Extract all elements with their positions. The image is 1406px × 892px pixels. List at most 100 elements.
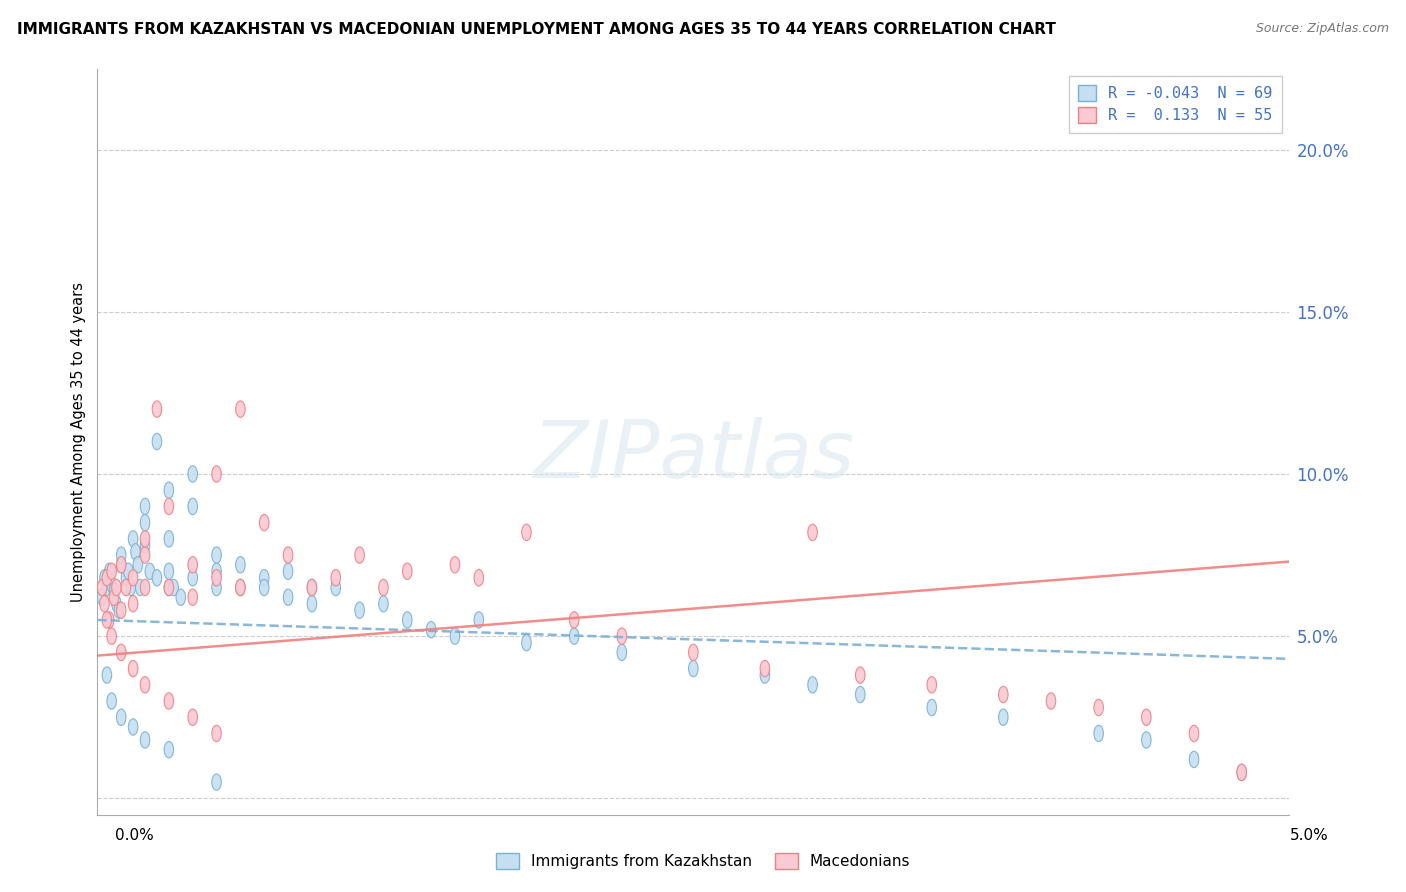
Ellipse shape bbox=[283, 589, 292, 606]
Ellipse shape bbox=[141, 531, 150, 547]
Text: ZIPatlas: ZIPatlas bbox=[533, 417, 855, 495]
Ellipse shape bbox=[212, 547, 221, 563]
Ellipse shape bbox=[135, 579, 145, 596]
Ellipse shape bbox=[330, 570, 340, 586]
Ellipse shape bbox=[128, 660, 138, 677]
Ellipse shape bbox=[1046, 693, 1056, 709]
Ellipse shape bbox=[104, 612, 114, 628]
Text: 0.0%: 0.0% bbox=[115, 829, 155, 843]
Ellipse shape bbox=[474, 612, 484, 628]
Ellipse shape bbox=[152, 570, 162, 586]
Ellipse shape bbox=[402, 563, 412, 580]
Ellipse shape bbox=[165, 482, 173, 499]
Ellipse shape bbox=[117, 557, 127, 573]
Ellipse shape bbox=[165, 563, 173, 580]
Ellipse shape bbox=[689, 660, 699, 677]
Ellipse shape bbox=[141, 677, 150, 693]
Ellipse shape bbox=[1094, 699, 1104, 715]
Ellipse shape bbox=[100, 570, 110, 586]
Ellipse shape bbox=[236, 579, 245, 596]
Ellipse shape bbox=[152, 434, 162, 450]
Ellipse shape bbox=[188, 466, 197, 483]
Ellipse shape bbox=[761, 667, 769, 683]
Ellipse shape bbox=[107, 628, 117, 644]
Ellipse shape bbox=[855, 686, 865, 703]
Ellipse shape bbox=[117, 644, 127, 661]
Ellipse shape bbox=[110, 589, 120, 606]
Ellipse shape bbox=[689, 644, 699, 661]
Ellipse shape bbox=[169, 579, 179, 596]
Ellipse shape bbox=[260, 579, 269, 596]
Ellipse shape bbox=[307, 596, 316, 612]
Ellipse shape bbox=[117, 709, 127, 725]
Ellipse shape bbox=[188, 589, 197, 606]
Legend: R = -0.043  N = 69, R =  0.133  N = 55: R = -0.043 N = 69, R = 0.133 N = 55 bbox=[1069, 76, 1282, 133]
Ellipse shape bbox=[128, 596, 138, 612]
Ellipse shape bbox=[141, 547, 150, 563]
Ellipse shape bbox=[107, 563, 117, 580]
Ellipse shape bbox=[927, 699, 936, 715]
Ellipse shape bbox=[104, 563, 114, 580]
Ellipse shape bbox=[212, 466, 221, 483]
Ellipse shape bbox=[1189, 725, 1199, 741]
Ellipse shape bbox=[354, 602, 364, 618]
Ellipse shape bbox=[212, 579, 221, 596]
Ellipse shape bbox=[107, 693, 117, 709]
Ellipse shape bbox=[131, 543, 141, 560]
Ellipse shape bbox=[283, 547, 292, 563]
Ellipse shape bbox=[103, 570, 111, 586]
Ellipse shape bbox=[165, 579, 173, 596]
Ellipse shape bbox=[1237, 764, 1247, 780]
Ellipse shape bbox=[998, 709, 1008, 725]
Ellipse shape bbox=[522, 634, 531, 651]
Ellipse shape bbox=[855, 667, 865, 683]
Ellipse shape bbox=[117, 602, 127, 618]
Text: Source: ZipAtlas.com: Source: ZipAtlas.com bbox=[1256, 22, 1389, 36]
Ellipse shape bbox=[212, 725, 221, 741]
Ellipse shape bbox=[110, 582, 120, 599]
Ellipse shape bbox=[1142, 709, 1152, 725]
Ellipse shape bbox=[188, 709, 197, 725]
Ellipse shape bbox=[121, 570, 131, 586]
Ellipse shape bbox=[121, 579, 131, 596]
Ellipse shape bbox=[1237, 764, 1247, 780]
Ellipse shape bbox=[260, 515, 269, 531]
Ellipse shape bbox=[165, 579, 173, 596]
Ellipse shape bbox=[927, 677, 936, 693]
Ellipse shape bbox=[97, 579, 107, 596]
Ellipse shape bbox=[165, 693, 173, 709]
Ellipse shape bbox=[378, 596, 388, 612]
Ellipse shape bbox=[617, 628, 627, 644]
Ellipse shape bbox=[426, 622, 436, 638]
Ellipse shape bbox=[107, 576, 117, 592]
Ellipse shape bbox=[176, 589, 186, 606]
Ellipse shape bbox=[474, 570, 484, 586]
Ellipse shape bbox=[103, 667, 111, 683]
Ellipse shape bbox=[141, 515, 150, 531]
Ellipse shape bbox=[1189, 751, 1199, 768]
Ellipse shape bbox=[141, 731, 150, 748]
Ellipse shape bbox=[1094, 725, 1104, 741]
Ellipse shape bbox=[569, 612, 579, 628]
Text: IMMIGRANTS FROM KAZAKHSTAN VS MACEDONIAN UNEMPLOYMENT AMONG AGES 35 TO 44 YEARS : IMMIGRANTS FROM KAZAKHSTAN VS MACEDONIAN… bbox=[17, 22, 1056, 37]
Ellipse shape bbox=[998, 686, 1008, 703]
Ellipse shape bbox=[236, 579, 245, 596]
Ellipse shape bbox=[808, 677, 817, 693]
Ellipse shape bbox=[569, 628, 579, 644]
Ellipse shape bbox=[141, 579, 150, 596]
Text: 5.0%: 5.0% bbox=[1289, 829, 1329, 843]
Ellipse shape bbox=[103, 579, 111, 596]
Ellipse shape bbox=[188, 557, 197, 573]
Ellipse shape bbox=[450, 557, 460, 573]
Ellipse shape bbox=[128, 531, 138, 547]
Ellipse shape bbox=[617, 644, 627, 661]
Ellipse shape bbox=[522, 524, 531, 541]
Ellipse shape bbox=[236, 401, 245, 417]
Ellipse shape bbox=[307, 579, 316, 596]
Ellipse shape bbox=[354, 547, 364, 563]
Ellipse shape bbox=[134, 557, 142, 573]
Ellipse shape bbox=[145, 563, 155, 580]
Legend: Immigrants from Kazakhstan, Macedonians: Immigrants from Kazakhstan, Macedonians bbox=[489, 847, 917, 875]
Ellipse shape bbox=[165, 531, 173, 547]
Ellipse shape bbox=[236, 557, 245, 573]
